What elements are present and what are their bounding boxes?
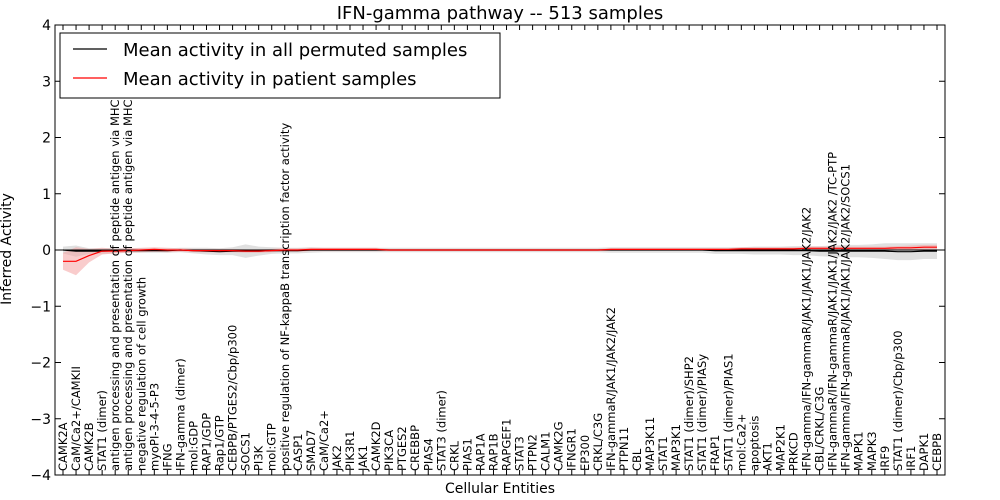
y-axis-label: Inferred Activity xyxy=(0,193,15,305)
x-tick-label: IFN-gamma/IFN-gammaR/JAK1/JAK1/JAK2/JAK2… xyxy=(839,164,853,471)
x-tick-label: AKT1 xyxy=(760,442,774,471)
y-tick-label: −3 xyxy=(30,412,51,428)
y-tick-label: 1 xyxy=(42,187,51,203)
x-tick-label: SMAD7 xyxy=(304,430,318,471)
x-tick-label: PIK3CA xyxy=(382,430,396,471)
x-tick-label: FRAP1 xyxy=(708,435,722,471)
x-tick-label: IFNG xyxy=(160,443,174,471)
x-tick-label: mol:GTP xyxy=(265,423,279,471)
y-tick-label: 0 xyxy=(42,243,51,259)
x-tick-label: CAMK2B xyxy=(82,422,96,471)
x-tick-label: CAMK2D xyxy=(369,421,383,471)
y-tick-label: 3 xyxy=(42,74,51,90)
plot-frame xyxy=(54,24,946,476)
x-tick-label: CBL xyxy=(630,448,644,471)
x-tick-label: IFNGR1 xyxy=(565,428,579,471)
x-tick-label: PI3K xyxy=(252,445,266,471)
x-tick-label: PTGES2 xyxy=(395,426,409,471)
y-axis: −4 −3 −2 −1 0 1 2 3 4 xyxy=(30,18,945,484)
x-tick-label: antigen processing and presentation of p… xyxy=(108,60,122,471)
x-tick-label: CALM1 xyxy=(539,431,553,471)
x-tick-label: CASP1 xyxy=(291,434,305,471)
legend: Mean activity in all permuted samples Me… xyxy=(59,32,501,99)
y-tick-label: −1 xyxy=(30,299,51,315)
x-tick-label: Rap1/GTP xyxy=(213,415,227,471)
x-tick-label: RAP1B xyxy=(487,433,501,471)
y-tick-label: 2 xyxy=(42,131,51,147)
legend-label-patient: Mean activity in patient samples xyxy=(123,69,417,90)
x-tick-label: STAT3 xyxy=(513,436,527,471)
x-tick-label: STAT1 (dimer)/PIAS1 xyxy=(721,353,735,471)
x-tick-label: PIAS1 xyxy=(460,438,474,471)
x-tick-label: PTPN2 xyxy=(526,434,540,471)
series-line-1 xyxy=(63,246,937,262)
x-axis-label: Cellular Entities xyxy=(445,481,555,497)
x-tick-label: SOCS1 xyxy=(239,432,253,471)
x-tick-label: RAP1A xyxy=(473,433,487,471)
x-tick-label: STAT1 (dimer)/PIASy xyxy=(695,354,709,471)
x-tick-label: CREBBP xyxy=(408,425,422,471)
band-series-0 xyxy=(63,243,937,261)
x-tick-label: antigen processing and presentation of p… xyxy=(121,57,135,471)
x-tick-label: CaM/Ca2+ xyxy=(317,410,331,471)
x-tick-label: mol:GDP xyxy=(186,421,200,471)
x-tick-label: PRKCD xyxy=(787,432,801,471)
x-tick-label: CEBPB/PTGES2/Cbp/p300 xyxy=(226,325,240,471)
x-tick-label: myoPI-3-4-5-P3 xyxy=(147,383,161,471)
x-tick-label: MAP3K11 xyxy=(643,417,657,471)
x-tick-label: STAT1 (dimer) xyxy=(95,390,109,471)
x-tick-label: IFN-gammaR/JAK1/JAK2/JAK2 xyxy=(604,307,618,471)
x-tick-label: apoptosis xyxy=(747,416,761,471)
x-tick-label: RAP1/GDP xyxy=(200,413,214,471)
x-tick-label: STAT3 (dimer) xyxy=(434,390,448,471)
x-tick-label: MAPK1 xyxy=(852,431,866,471)
x-tick-label: IRF1 xyxy=(904,446,918,471)
x-tick-label: CRKL/C3G xyxy=(591,413,605,471)
x-tick-label: EP300 xyxy=(578,435,592,471)
x-tick-label: CAMK2G xyxy=(552,421,566,471)
series-lines xyxy=(62,246,937,262)
x-tick-label: JAK1 xyxy=(356,445,370,472)
x-tick-label: MAP2K1 xyxy=(774,424,788,471)
x-tick-label: JAK2 xyxy=(330,445,344,472)
x-tick-label: positive regulation of NF-kappaB transcr… xyxy=(278,123,292,471)
chart-title: IFN-gamma pathway -- 513 samples xyxy=(337,3,664,24)
legend-box xyxy=(59,32,501,99)
x-tick-label: IFN-gammaR/IFN-gammaR/JAK1/JAK1/JAK2/JAK… xyxy=(826,152,840,471)
x-tick-label: negative regulation of cell growth xyxy=(134,277,148,471)
x-tick-label: STAT1 xyxy=(656,436,670,471)
x-tick-label: IRF9 xyxy=(878,446,892,471)
y-tick-label: −2 xyxy=(30,356,51,372)
x-tick-label: DAPK1 xyxy=(917,433,931,471)
x-tick-label: PIK3R1 xyxy=(343,431,357,472)
x-tick-label: CRKL xyxy=(447,440,461,471)
x-tick-labels: CAMK2A CaM/Ca2+/CAMKII CAMK2B STAT1 (dimer)… xyxy=(56,57,944,472)
x-tick-label: IFN-gamma (dimer) xyxy=(173,358,187,471)
x-tick-label: PIAS4 xyxy=(421,438,435,471)
x-axis xyxy=(62,25,938,475)
y-tick-label: −4 xyxy=(30,468,51,484)
x-tick-label: STAT1 (dimer)/Cbp/p300 xyxy=(891,330,905,471)
x-tick-label: mol:Ca2+ xyxy=(734,414,748,471)
x-tick-label: CAMK2A xyxy=(56,422,70,471)
legend-label-permuted: Mean activity in all permuted samples xyxy=(123,40,467,61)
x-tick-label: CBL/CRKL/C3G xyxy=(813,387,827,471)
x-tick-label: IFN-gamma/IFN-gammaR/JAK1/JAK1/JAK2/JAK2 xyxy=(800,207,814,471)
y-tick-label: 4 xyxy=(42,18,51,34)
x-tick-label: MAP3K1 xyxy=(669,424,683,471)
x-tick-label: CaM/Ca2+/CAMKII xyxy=(69,366,83,471)
x-tick-label: STAT1 (dimer)/SHP2 xyxy=(682,356,696,471)
x-tick-label: PTPN11 xyxy=(617,427,631,471)
x-tick-label: CEBPB xyxy=(930,433,944,471)
x-tick-label: RAPGEF1 xyxy=(500,419,514,471)
x-tick-label: MAPK3 xyxy=(865,431,879,471)
